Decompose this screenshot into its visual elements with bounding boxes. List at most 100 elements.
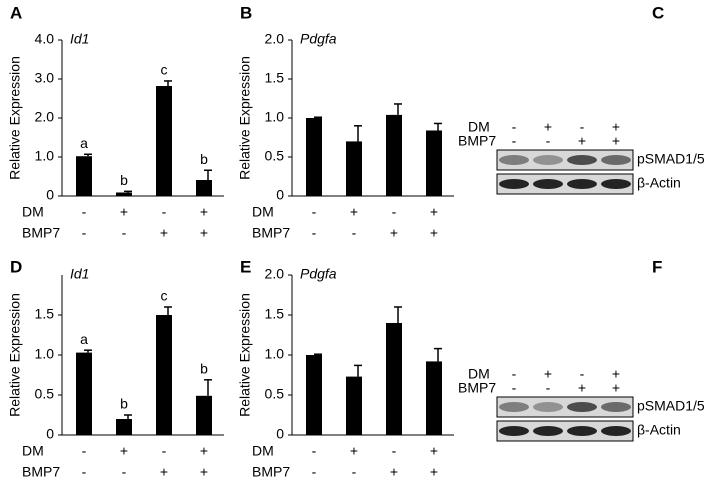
condition-label: DM [22,443,44,459]
condition-sign: - [352,225,357,241]
y-tick-label: 0 [46,187,54,203]
condition-sign: - [122,225,127,241]
condition-sign: + [430,464,438,480]
blot-band [567,179,597,189]
condition-sign: + [578,380,586,396]
bar [156,86,172,196]
panel-label: E [240,257,251,276]
condition-sign: - [546,133,551,149]
blot-band [567,402,597,412]
blot-band [567,426,597,436]
band-label: β-Actin [637,422,681,438]
y-tick-label: 0 [276,187,284,203]
condition-sign: - [82,443,87,459]
condition-sign: + [200,225,208,241]
y-tick-label: 1.5 [35,306,55,322]
condition-sign: + [390,464,398,480]
significance-letter: c [161,288,168,304]
condition-sign: + [200,204,208,220]
blot-band [601,179,631,189]
band-label: β-Actin [637,175,681,191]
condition-sign: - [392,204,397,220]
condition-sign: + [430,204,438,220]
y-tick-label: 1.5 [265,70,285,86]
chart-title: Pdgfa [300,266,337,282]
condition-sign: - [352,464,357,480]
condition-sign: - [512,119,517,135]
bar [346,376,362,435]
band-label: pSMAD1/5 [637,151,705,167]
chart-title: Id1 [70,266,89,282]
condition-sign: - [312,443,317,459]
bar [76,156,92,196]
condition-sign: - [312,225,317,241]
condition-sign: - [162,204,167,220]
blot-band [567,155,597,165]
condition-sign: + [612,366,620,382]
condition-sign: - [162,443,167,459]
condition-sign: - [512,133,517,149]
band-label: pSMAD1/5 [637,398,705,414]
y-tick-label: 0.5 [35,386,55,402]
y-tick-label: 1.0 [35,148,55,164]
blot-band [533,402,563,412]
chart-title: Pdgfa [300,31,337,47]
panel-label: F [652,257,662,276]
condition-sign: - [580,119,585,135]
condition-sign: - [312,204,317,220]
condition-sign: - [512,366,517,382]
condition-label: BMP7 [252,225,290,241]
y-tick-label: 1.0 [265,109,285,125]
condition-sign: - [82,204,87,220]
blot-strip [496,173,634,195]
y-axis-label: Relative Expression [7,56,23,180]
condition-label: DM [468,366,490,382]
y-tick-label: 2.0 [35,109,55,125]
condition-sign: + [350,443,358,459]
blot-band [499,179,529,189]
condition-sign: + [612,133,620,149]
panel-label: A [10,3,22,22]
y-tick-label: 0.5 [265,148,285,164]
y-tick-label: 0.5 [265,386,285,402]
blot-strip [496,420,634,442]
y-tick-label: 3.0 [35,70,55,86]
condition-sign: + [544,119,552,135]
condition-label: DM [22,204,44,220]
bar [346,141,362,196]
y-axis-label: Relative Expression [237,56,253,180]
significance-letter: a [80,331,88,347]
condition-sign: + [612,119,620,135]
condition-sign: + [430,225,438,241]
condition-label: DM [252,443,274,459]
y-tick-label: 4.0 [35,31,55,47]
significance-letter: c [161,62,168,78]
blot-band [601,402,631,412]
condition-label: BMP7 [458,380,496,396]
significance-letter: b [200,151,208,167]
y-axis-label: Relative Expression [237,293,253,417]
condition-sign: - [392,443,397,459]
blot-band [533,426,563,436]
bar [306,118,322,196]
significance-letter: b [200,361,208,377]
y-tick-label: 2.0 [265,31,285,47]
blot-band [499,402,529,412]
condition-sign: + [200,443,208,459]
condition-label: BMP7 [458,133,496,149]
y-tick-label: 0 [46,426,54,442]
chart-title: Id1 [70,31,89,47]
condition-sign: - [512,380,517,396]
condition-sign: + [160,225,168,241]
condition-label: DM [252,204,274,220]
condition-sign: - [580,366,585,382]
condition-sign: - [546,380,551,396]
panel-label: B [240,3,252,22]
blot-band [533,179,563,189]
blot-strip [496,149,634,171]
condition-sign: + [120,443,128,459]
condition-sign: - [122,464,127,480]
blot-band [601,155,631,165]
significance-letter: b [120,396,128,412]
